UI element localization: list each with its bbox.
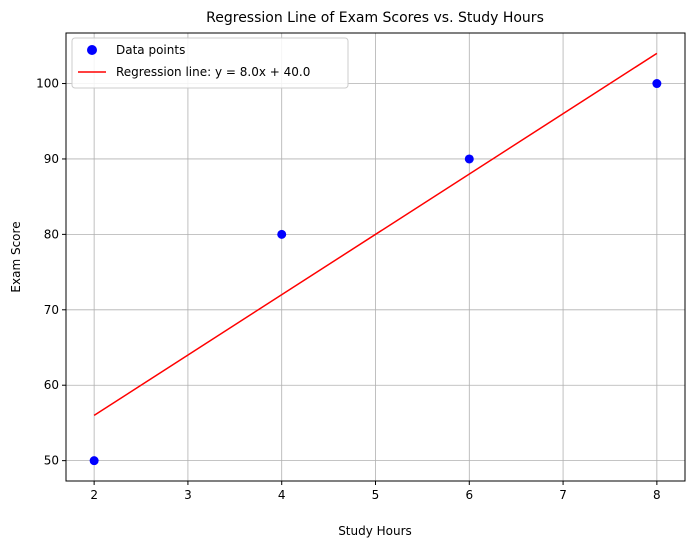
legend-box: [71, 37, 349, 89]
data-point: [277, 229, 287, 239]
x-tick-label: 2: [90, 488, 98, 502]
chart-title: Regression Line of Exam Scores vs. Study…: [206, 10, 544, 26]
y-tick-label: 70: [44, 303, 59, 317]
grid: [66, 33, 685, 481]
plot-area: [89, 52, 662, 466]
x-tick-label: 4: [278, 488, 286, 502]
y-tick-label: 60: [44, 378, 59, 392]
x-axis-label: Study Hours: [338, 524, 412, 538]
y-tick-label: 50: [44, 454, 59, 468]
legend: Data points Regression line: y = 8.0x + …: [71, 37, 349, 89]
plot-frame: [65, 32, 686, 482]
legend-label-data-points: Data points: [116, 43, 185, 57]
legend-label-regression-line: Regression line: y = 8.0x + 40.0: [116, 65, 310, 79]
y-tick-label: 90: [44, 152, 59, 166]
x-tick-label: 7: [559, 488, 567, 502]
data-point: [464, 154, 474, 164]
x-tick-label: 6: [465, 488, 473, 502]
data-point: [89, 456, 99, 466]
regression-line: [93, 52, 658, 417]
x-tick-label: 5: [372, 488, 380, 502]
ticks: 2 3 4 5 6 7 8 50 60 70 80 90 100: [36, 77, 661, 502]
x-tick-label: 3: [184, 488, 192, 502]
y-tick-label: 80: [44, 227, 59, 241]
legend-marker-data-points: [87, 45, 97, 55]
x-tick-label: 8: [653, 488, 661, 502]
y-axis-label: Exam Score: [9, 221, 23, 292]
data-point: [652, 79, 662, 89]
y-tick-label: 100: [36, 77, 59, 91]
